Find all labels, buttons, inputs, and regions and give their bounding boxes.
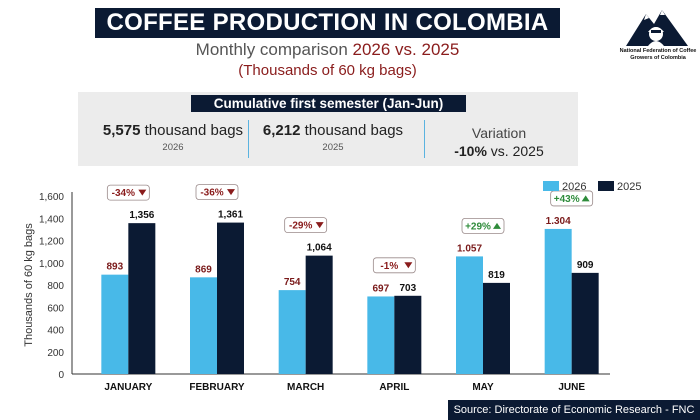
variation-badge <box>461 218 505 234</box>
variation-label: -1% <box>380 261 398 272</box>
variation-badge <box>195 184 239 200</box>
variation-badge <box>284 217 328 234</box>
x-tick-label: MARCH <box>287 382 324 393</box>
y-tick-label: 1,000 <box>39 259 64 270</box>
variation-label: Variation <box>471 125 527 141</box>
data-label-2025: 703 <box>399 283 416 294</box>
stat-2025: 6,212 thousand bags 2025 <box>258 122 408 153</box>
production-bar-chart: Thousands of 60 kg bags 0 200 400 600 800 1,00… <box>23 181 641 393</box>
x-tick-label: JANUARY <box>104 382 152 393</box>
bar-2025 <box>217 222 244 374</box>
y-tick-label: 0 <box>58 370 64 381</box>
y-tick-label: 1,600 <box>39 192 64 203</box>
data-label-2026: 869 <box>195 264 212 275</box>
arrow-up-icon <box>493 222 501 229</box>
subtitle-highlight: 2026 vs. 2025 <box>352 40 460 59</box>
stat-variation: Variation -10% vs. 2025 <box>434 125 564 159</box>
subtitle-prefix: Monthly comparison <box>195 40 353 59</box>
x-tick-label: FEBRUARY <box>189 382 245 393</box>
bar-2026 <box>544 228 572 374</box>
data-label-2026: 1.057 <box>457 243 482 254</box>
stat-2026-value: 5,575 <box>102 122 141 139</box>
subtitle: Monthly comparison 2026 vs. 2025 <box>0 40 655 60</box>
x-tick-label: MAY <box>472 382 494 393</box>
variation-value: -10% <box>454 143 487 159</box>
stat-2026-unit: thousand bags <box>140 122 244 139</box>
arrow-down-icon <box>227 189 235 196</box>
data-label-2026: 697 <box>372 283 389 294</box>
data-label-2026: 893 <box>106 262 123 273</box>
arrow-down-icon <box>138 189 147 196</box>
variation-label: -36% <box>200 188 223 199</box>
bar-2025 <box>571 272 599 374</box>
y-tick-label: 200 <box>47 348 64 359</box>
x-tick-label: APRIL <box>379 382 409 393</box>
data-label-2025: 1,064 <box>307 243 332 254</box>
y-tick-label: 800 <box>47 281 64 292</box>
bar-2025 <box>483 282 510 374</box>
semester-summary-panel: Cumulative first semester (Jan-Jun) 5,57… <box>78 92 578 166</box>
variation-label: +29% <box>465 221 491 232</box>
bar-2026 <box>190 277 217 374</box>
summary-divider <box>424 120 425 158</box>
variation-label: -34% <box>112 188 135 199</box>
y-tick-label: 400 <box>47 326 64 337</box>
summary-title: Cumulative first semester (Jan-Jun) <box>191 95 466 112</box>
legend-label: 2026 <box>562 181 586 193</box>
variation-label: +43% <box>554 194 580 205</box>
bar-2026 <box>278 290 306 374</box>
units-subtitle: (Thousands of 60 kg bags) <box>238 62 417 79</box>
bar-2025 <box>128 223 156 374</box>
data-label-2025: 1,361 <box>218 210 243 221</box>
federation-logo-icon <box>626 10 688 46</box>
data-label-2026: 754 <box>284 277 301 288</box>
arrow-up-icon <box>581 195 590 202</box>
legend-swatch <box>543 181 559 191</box>
variation-label: -29% <box>289 221 312 232</box>
arrow-down-icon <box>404 262 413 269</box>
x-tick-label: JUNE <box>558 382 585 393</box>
bar-2026 <box>456 256 483 374</box>
legend-swatch <box>598 181 614 191</box>
source-note: Source: Directorate of Economic Research… <box>448 400 700 420</box>
arrow-down-icon <box>315 222 324 229</box>
bar-2026 <box>101 274 129 374</box>
data-label-2025: 1,356 <box>129 210 154 221</box>
variation-badge <box>106 184 150 201</box>
bar-2026 <box>367 296 395 374</box>
stat-2026-year: 2026 <box>162 142 184 153</box>
data-label-2026: 1.304 <box>546 216 571 227</box>
stat-2026: 5,575 thousand bags 2026 <box>98 122 248 153</box>
summary-divider <box>248 120 249 158</box>
y-axis-title: Thousands of 60 kg bags <box>23 223 35 347</box>
logo-text: National Federation of Coffee Growers of… <box>619 48 697 61</box>
variation-badge <box>550 190 594 207</box>
legend-label: 2025 <box>617 181 641 193</box>
y-tick-label: 600 <box>47 303 64 314</box>
variation-suffix: vs. 2025 <box>486 143 544 159</box>
data-label-2025: 909 <box>577 260 594 271</box>
y-tick-label: 1,200 <box>39 237 64 248</box>
page-title: COFFEE PRODUCTION IN COLOMBIA <box>95 8 560 38</box>
data-label-2025: 819 <box>488 270 505 281</box>
variation-badge <box>372 257 416 274</box>
stat-2025-unit: thousand bags <box>300 122 404 139</box>
bar-2025 <box>305 255 333 374</box>
stat-2025-year: 2025 <box>322 142 344 153</box>
bar-2025 <box>394 295 422 374</box>
y-tick-label: 1,400 <box>39 214 64 225</box>
stat-2025-value: 6,212 <box>262 122 301 139</box>
